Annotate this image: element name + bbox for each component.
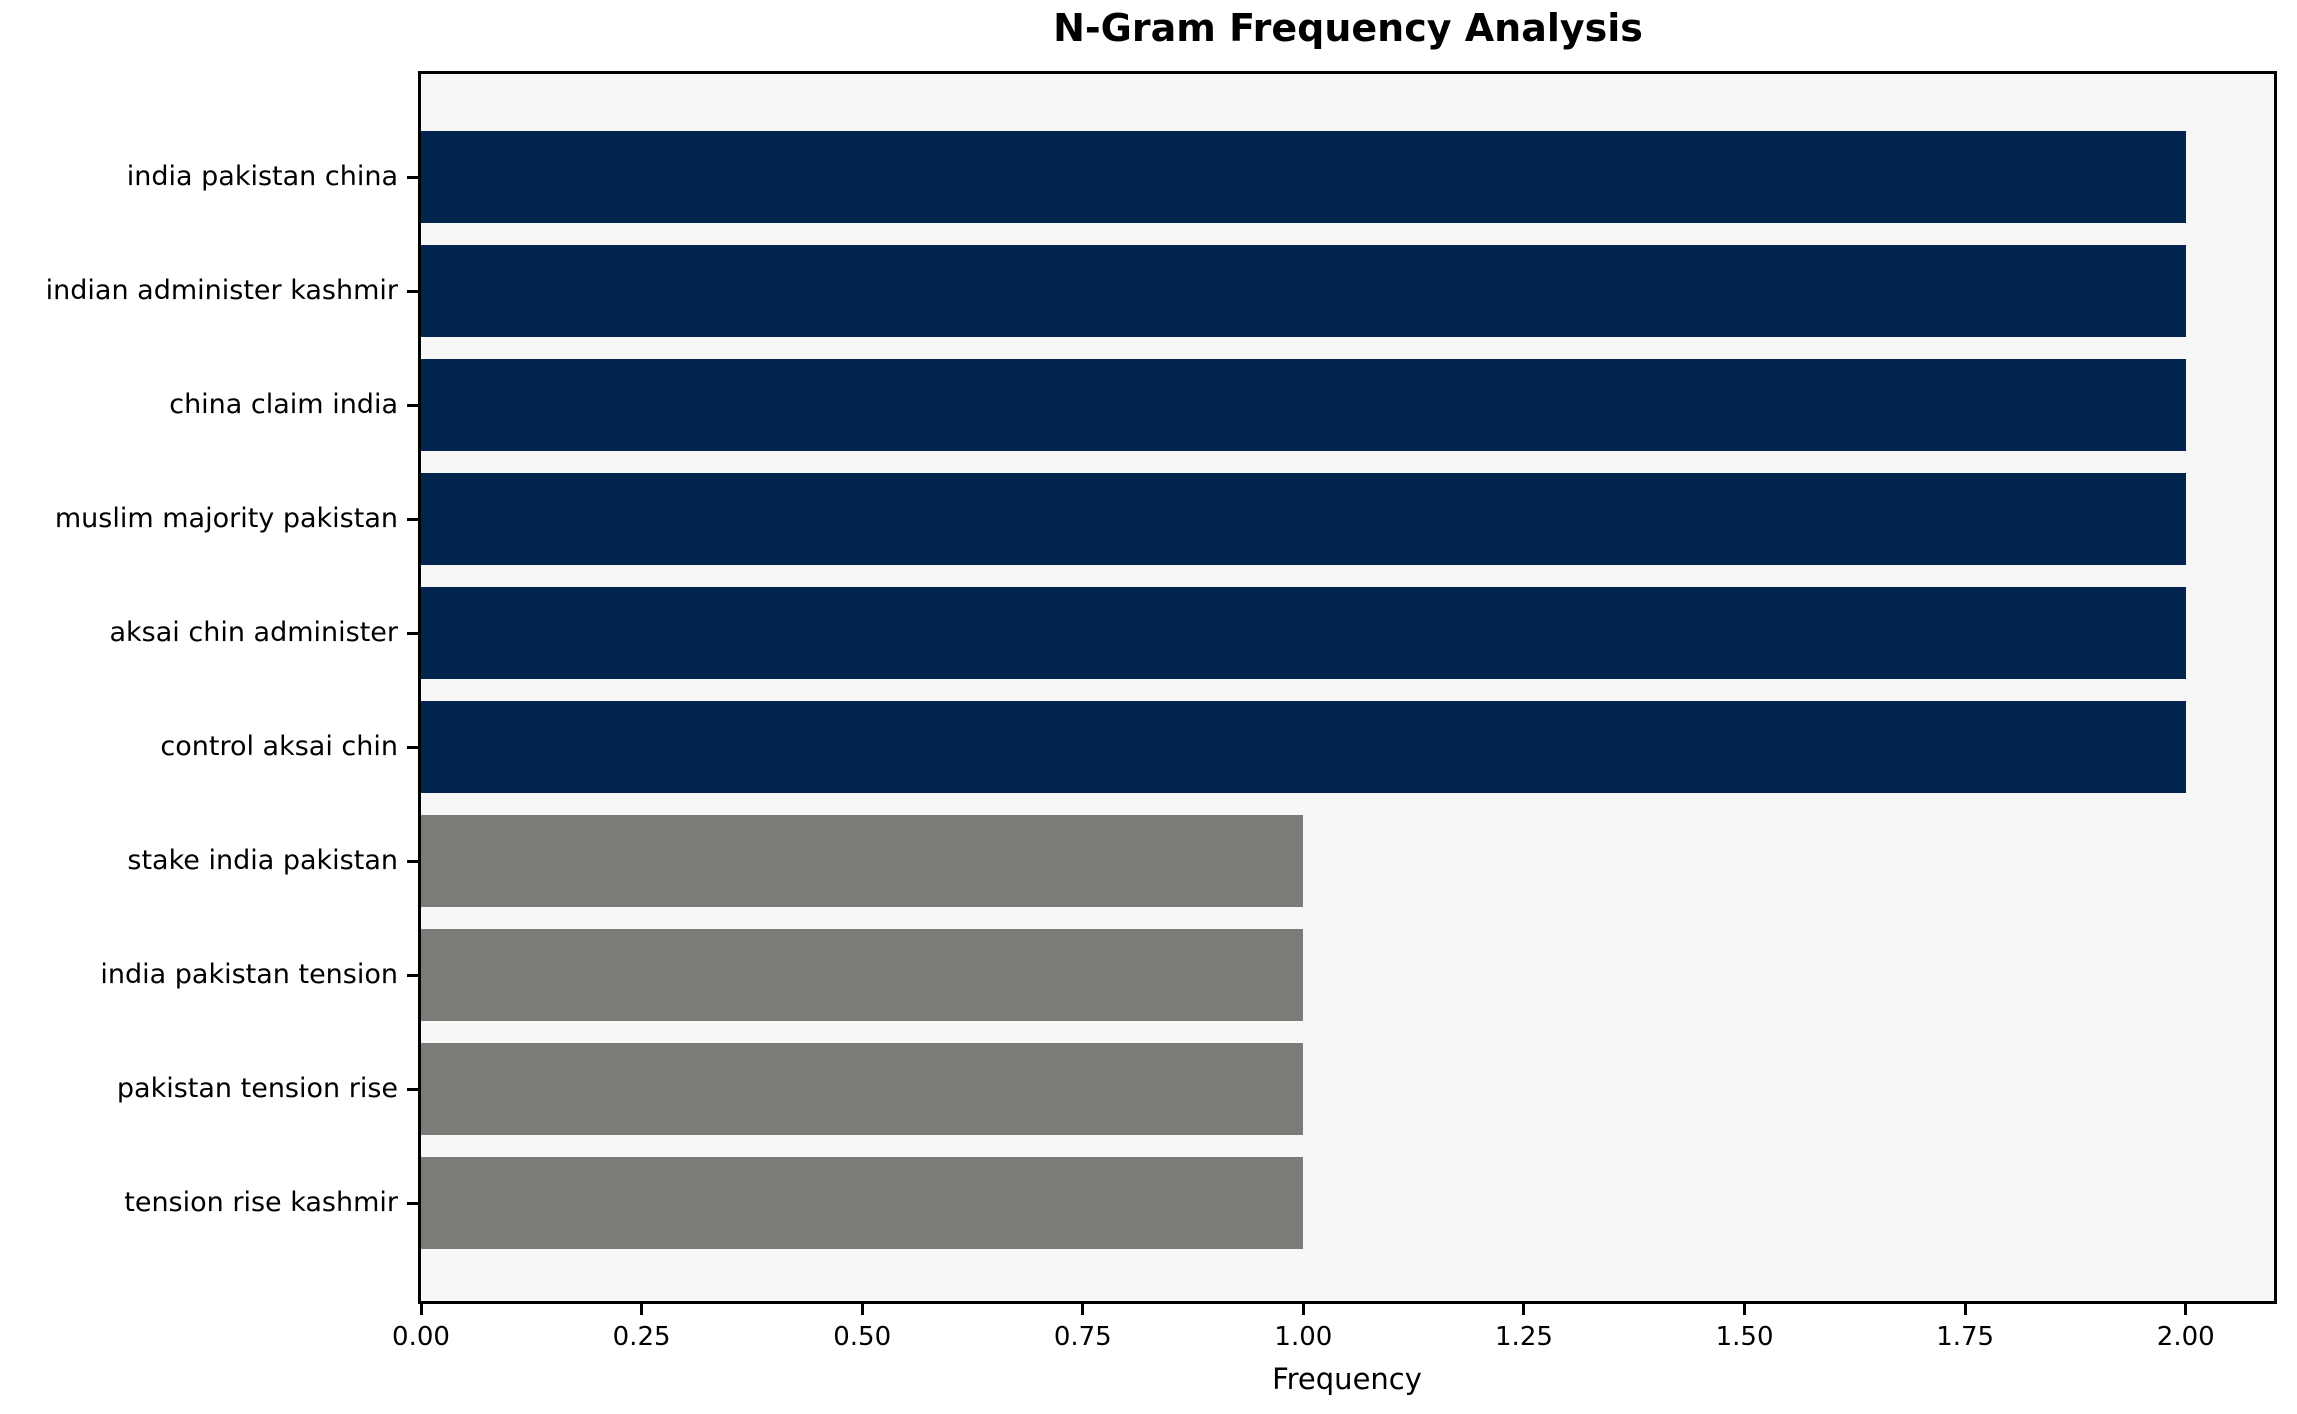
y-axis-label: pakistan tension rise [116,1073,398,1104]
bar [421,473,2186,565]
y-axis-label: control aksai chin [160,731,398,762]
chart-title: N-Gram Frequency Analysis [1053,6,1643,50]
y-tick-mark [407,517,418,521]
bar [421,359,2186,451]
y-axis-label: aksai chin administer [109,617,399,648]
x-tick-label: 0.00 [392,1322,450,1352]
bar [421,245,2186,337]
x-tick-mark [1522,1304,1526,1315]
x-tick-label: 0.75 [1053,1322,1112,1352]
plot-area [418,71,2277,1304]
y-axis-label: indian administer kashmir [45,275,398,306]
bar [421,131,2186,223]
y-axis-label: tension rise kashmir [124,1187,398,1218]
y-tick-mark [407,859,418,863]
x-tick-label: 0.50 [833,1322,892,1352]
y-axis-label: muslim majority pakistan [54,503,398,534]
x-tick-label: 1.00 [1274,1322,1333,1352]
y-tick-mark [407,403,418,407]
bar [421,1157,1304,1249]
x-tick-mark [1963,1304,1967,1315]
y-axis-label: india pakistan china [126,161,398,192]
y-tick-mark [407,1087,418,1091]
y-tick-mark [407,175,418,179]
y-tick-mark [407,1201,418,1205]
x-tick-mark [860,1304,864,1315]
x-tick-label: 1.75 [1936,1322,1995,1352]
bar [421,1043,1304,1135]
x-tick-label: 0.25 [612,1322,671,1352]
y-tick-mark [407,973,418,977]
x-tick-label: 1.25 [1495,1322,1553,1352]
x-tick-mark [1301,1304,1305,1315]
x-tick-mark [640,1304,644,1315]
bar [421,815,1304,907]
x-tick-mark [419,1304,423,1315]
x-tick-mark [2184,1304,2188,1315]
x-tick-label: 2.00 [2156,1322,2215,1352]
bar [421,701,2186,793]
x-tick-label: 1.50 [1715,1322,1774,1352]
bar [421,929,1304,1021]
y-tick-mark [407,631,418,635]
x-axis-label: Frequency [1272,1362,1422,1396]
y-axis-label: stake india pakistan [127,845,398,876]
y-axis-label: china claim india [169,389,398,420]
bar [421,587,2186,679]
y-axis-label: india pakistan tension [100,959,398,990]
y-tick-mark [407,289,418,293]
x-tick-mark [1743,1304,1747,1315]
x-tick-mark [1081,1304,1085,1315]
y-tick-mark [407,745,418,749]
